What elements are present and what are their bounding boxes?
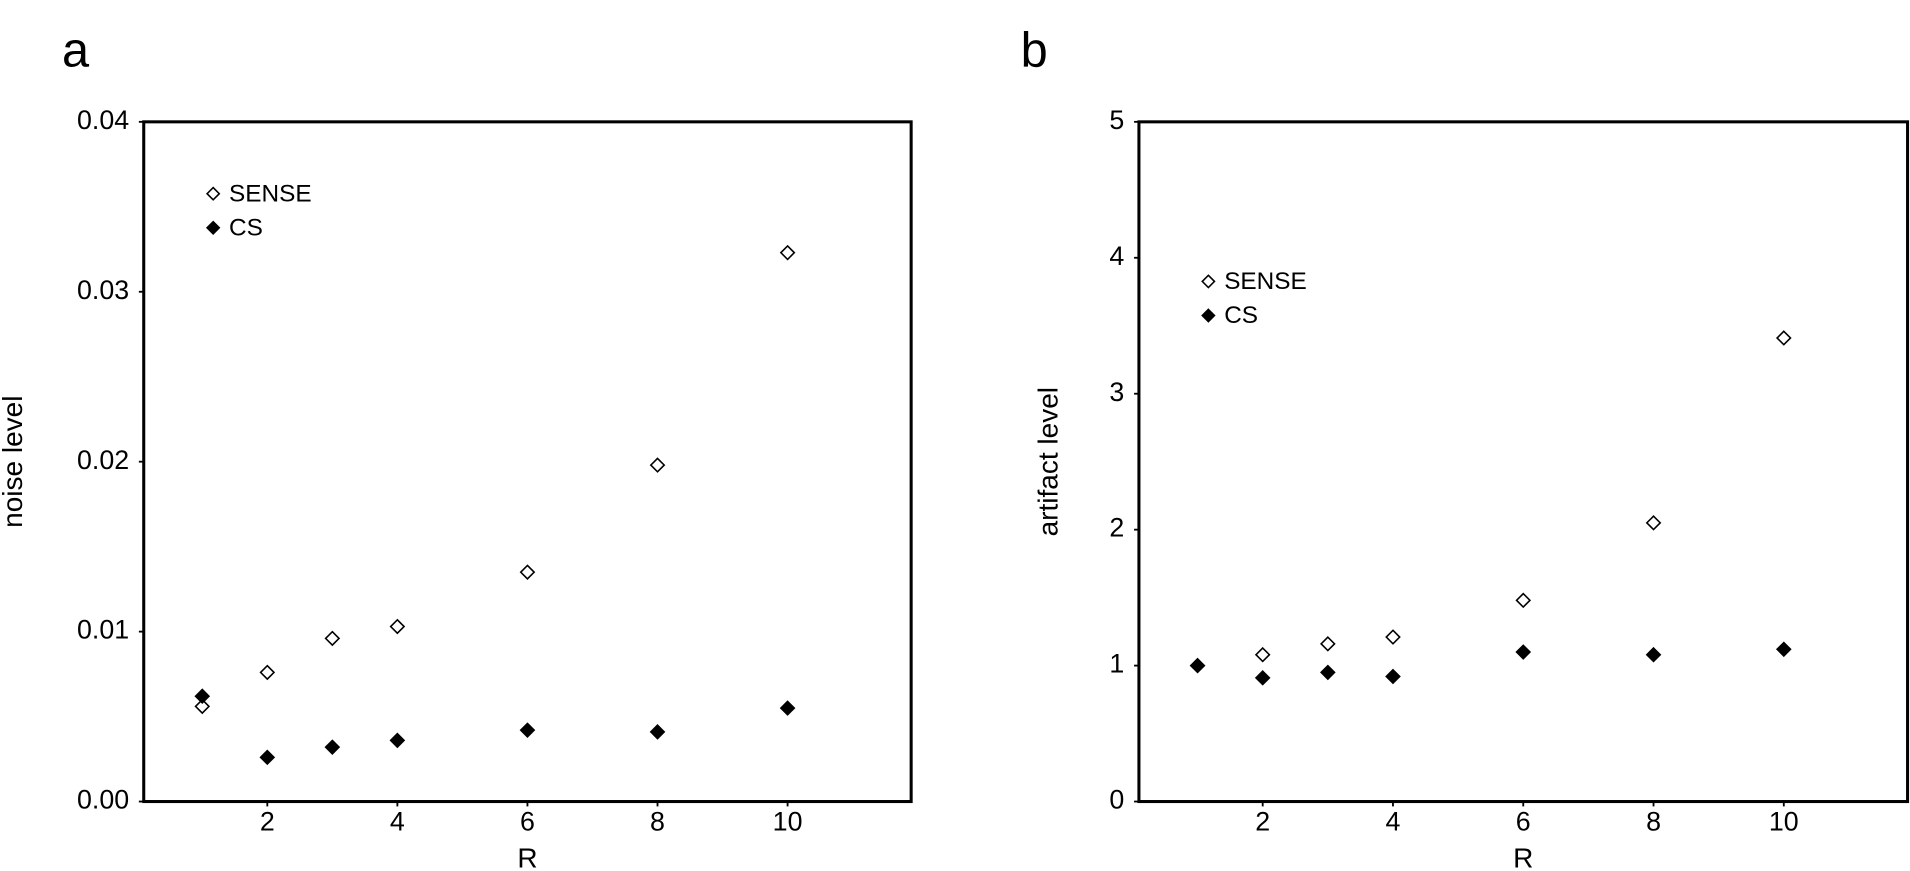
legend-marker bbox=[205, 186, 221, 201]
y-tick-label: 0.01 bbox=[77, 615, 129, 645]
plot-frame bbox=[1137, 120, 1910, 804]
data-point bbox=[389, 732, 406, 749]
data-point bbox=[1320, 664, 1336, 681]
data-point bbox=[649, 724, 666, 740]
x-tick-label: 2 bbox=[1255, 807, 1270, 837]
legend-label: SENSE bbox=[229, 180, 312, 207]
data-point bbox=[1515, 592, 1532, 609]
legend-label: SENSE bbox=[1224, 268, 1307, 295]
y-axis-label: artifact level bbox=[1032, 387, 1063, 536]
y-tick-label: 0.03 bbox=[77, 275, 129, 305]
data-point bbox=[1385, 629, 1401, 645]
data-point bbox=[1254, 646, 1271, 663]
y-tick-label: 5 bbox=[1109, 105, 1124, 135]
x-tick-label: 8 bbox=[650, 807, 665, 837]
x-tick-label: 6 bbox=[520, 807, 535, 837]
y-tick-label: 4 bbox=[1109, 241, 1124, 271]
legend-marker bbox=[1201, 274, 1216, 289]
data-point bbox=[194, 698, 211, 715]
x-tick-label: 8 bbox=[1646, 807, 1661, 837]
data-point bbox=[779, 700, 796, 716]
y-tick-label: 2 bbox=[1109, 513, 1124, 543]
y-tick-label: 1 bbox=[1109, 649, 1124, 679]
legend-marker bbox=[1201, 308, 1216, 323]
data-point bbox=[324, 739, 341, 755]
x-tick-label: 6 bbox=[1516, 807, 1531, 837]
data-point bbox=[324, 630, 341, 647]
x-axis-label: R bbox=[1513, 842, 1533, 871]
data-point bbox=[1320, 636, 1336, 652]
legend-label: CS bbox=[229, 214, 263, 241]
data-point bbox=[649, 457, 666, 473]
data-point bbox=[389, 618, 406, 635]
legend-marker bbox=[205, 220, 221, 236]
data-point bbox=[1645, 515, 1662, 531]
data-point bbox=[259, 749, 276, 766]
y-tick-label: 0.04 bbox=[77, 105, 129, 135]
x-tick-label: 4 bbox=[1386, 807, 1401, 837]
x-tick-label: 10 bbox=[1769, 807, 1799, 837]
y-axis-label: noise level bbox=[0, 396, 28, 528]
data-point bbox=[194, 688, 211, 705]
x-tick-label: 10 bbox=[773, 807, 803, 837]
panel-label: b bbox=[1021, 23, 1048, 77]
legend-label: CS bbox=[1224, 302, 1258, 329]
x-tick-label: 2 bbox=[260, 807, 275, 837]
data-point bbox=[779, 244, 796, 261]
data-point bbox=[1775, 330, 1792, 346]
panel-label: a bbox=[62, 23, 90, 77]
data-point bbox=[1515, 644, 1532, 660]
data-point bbox=[1775, 641, 1792, 658]
data-point bbox=[1189, 657, 1206, 674]
x-axis-label: R bbox=[517, 842, 537, 871]
data-point bbox=[519, 564, 536, 580]
data-point bbox=[1254, 670, 1271, 686]
y-tick-label: 3 bbox=[1109, 377, 1124, 407]
data-point bbox=[519, 722, 536, 738]
data-point bbox=[1385, 668, 1401, 685]
x-tick-label: 4 bbox=[390, 807, 405, 837]
data-point bbox=[1645, 646, 1662, 663]
y-tick-label: 0 bbox=[1109, 785, 1124, 815]
data-point bbox=[259, 664, 276, 681]
y-tick-label: 0.02 bbox=[77, 445, 129, 475]
y-tick-label: 0.00 bbox=[77, 785, 129, 815]
